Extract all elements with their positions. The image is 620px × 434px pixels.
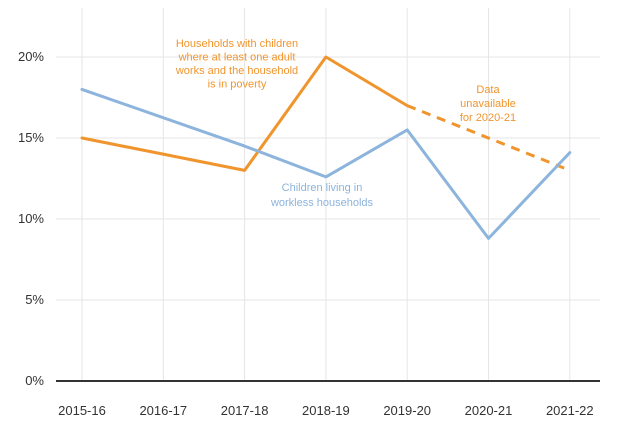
annotation-line: Data — [476, 84, 500, 96]
annotation-line: works and the household — [175, 65, 298, 77]
series-line-poverty — [80, 55, 409, 172]
annotation-line: is in poverty — [208, 79, 267, 91]
annotations: Households with children where at least o… — [175, 38, 516, 209]
x-tick-label: 2021-22 — [546, 403, 594, 418]
annotation-1: Children living in workless households — [270, 182, 374, 209]
annotation-line: for 2020-21 — [460, 112, 516, 124]
annotation-line: Households with children — [176, 38, 298, 50]
annotation-0: Households with children where at least o… — [175, 38, 298, 91]
series-line-poverty-dashed — [406, 104, 571, 172]
grid — [56, 8, 600, 381]
annotation-line: workless households — [270, 197, 374, 209]
x-tick-label: 2016-17 — [139, 403, 187, 418]
x-tick-label: 2015-16 — [58, 403, 106, 418]
annotation-line: where at least one adult — [178, 52, 296, 64]
x-tick-label: 2020-21 — [465, 403, 513, 418]
y-tick-label: 15% — [18, 130, 44, 145]
series-lines — [80, 55, 572, 240]
x-tick-label: 2018-19 — [302, 403, 350, 418]
x-tick-label: 2019-20 — [383, 403, 431, 418]
x-tick-label: 2017-18 — [221, 403, 269, 418]
annotation-line: Children living in — [282, 182, 363, 194]
axes: 2015-16 2016-17 2017-18 2018-19 2019-20 2020-… — [18, 49, 600, 418]
annotation-line: unavailable — [460, 98, 516, 110]
y-tick-label: 0% — [25, 373, 44, 388]
y-tick-label: 5% — [25, 292, 44, 307]
series-line-workless — [80, 87, 572, 240]
y-tick-label: 20% — [18, 49, 44, 64]
annotation-2: Data unavailable for 2020-21 — [460, 84, 516, 124]
y-tick-label: 10% — [18, 211, 44, 226]
